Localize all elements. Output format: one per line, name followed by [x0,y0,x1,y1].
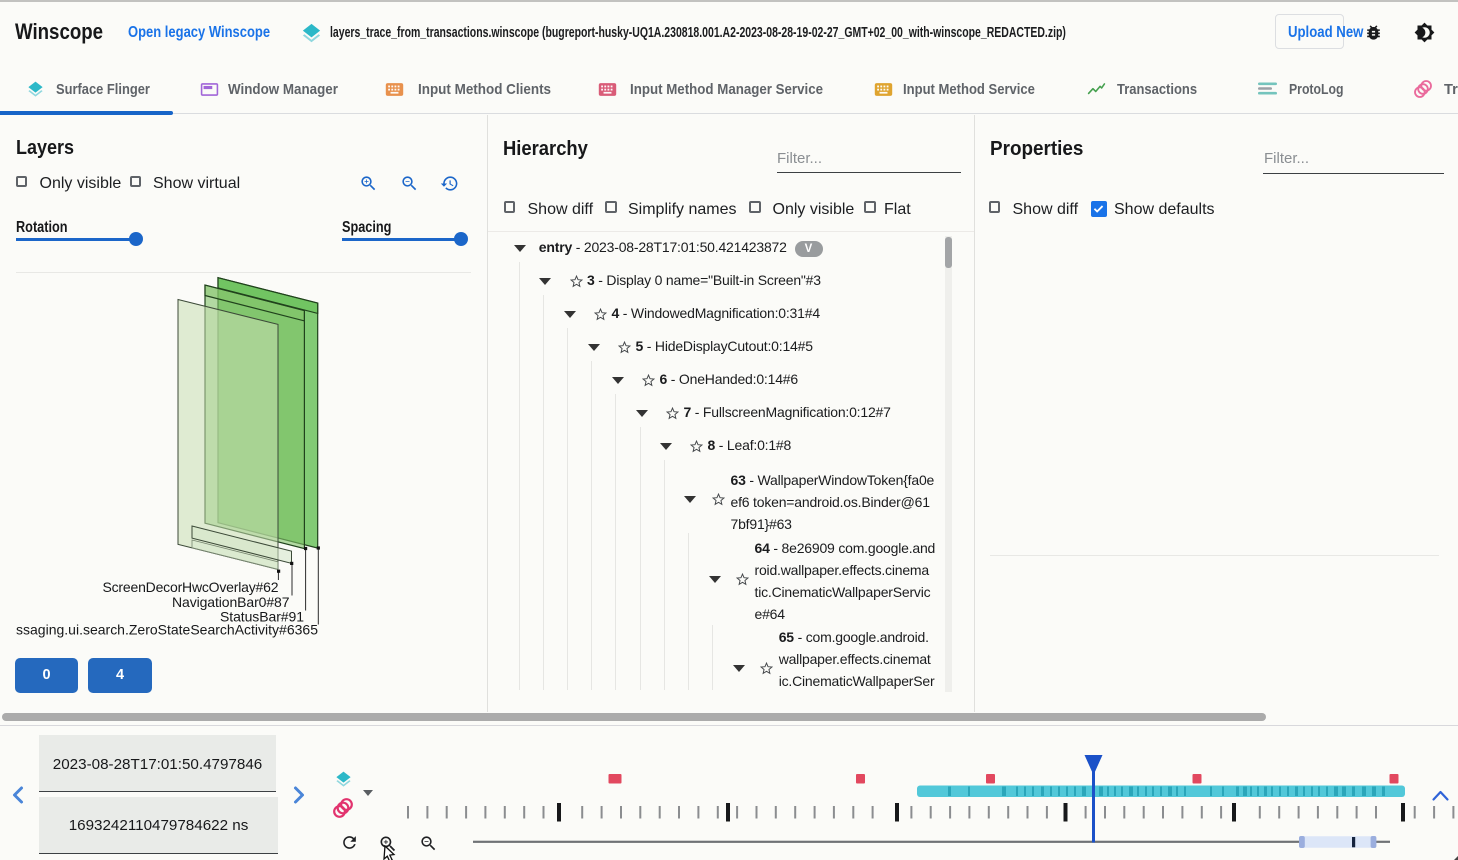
svg-text:NavigationBar0#87: NavigationBar0#87 [172,594,290,610]
svg-text:ScreenDecorHwcOverlay#62: ScreenDecorHwcOverlay#62 [103,579,279,595]
svg-text:ssaging.ui.search.ZeroStateSea: ssaging.ui.search.ZeroStateSearchActivit… [16,622,318,638]
svg-text:StatusBar#91: StatusBar#91 [220,609,304,625]
